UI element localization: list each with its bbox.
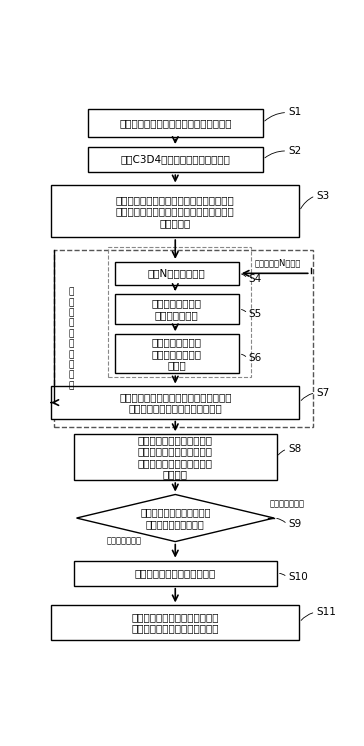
Text: 采用C3D4的网格单元进行网格划分: 采用C3D4的网格单元进行网格划分	[120, 154, 230, 165]
Text: 变形大于预定值: 变形大于预定值	[106, 536, 141, 545]
Text: 得到第一循环次的
轮受力后的机架三
维模型: 得到第一循环次的 轮受力后的机架三 维模型	[152, 337, 202, 370]
Text: 建立数控折弯机机架的理想状态三维模型: 建立数控折弯机机架的理想状态三维模型	[119, 118, 232, 128]
Text: S10: S10	[288, 572, 308, 582]
Text: 启动有限元分析软
件进行受力计算: 启动有限元分析软 件进行受力计算	[152, 298, 202, 320]
FancyBboxPatch shape	[88, 109, 263, 137]
Text: S4: S4	[249, 274, 262, 283]
Text: S8: S8	[288, 444, 301, 454]
Text: S5: S5	[249, 309, 262, 319]
Text: S11: S11	[316, 607, 336, 617]
Text: 将第一循环次的受力后的机架三维模型与
理想状态的三维模型进行尺寸对比: 将第一循环次的受力后的机架三维模型与 理想状态的三维模型进行尺寸对比	[119, 392, 232, 413]
Text: 对比第一循环次的受力部位
尺寸与理想状态的尺寸: 对比第一循环次的受力部位 尺寸与理想状态的尺寸	[140, 507, 210, 529]
FancyBboxPatch shape	[51, 186, 299, 237]
Polygon shape	[76, 495, 274, 542]
FancyBboxPatch shape	[74, 560, 277, 586]
Text: 设定N次受力循环数: 设定N次受力循环数	[148, 269, 206, 278]
Text: S6: S6	[249, 354, 262, 363]
Text: 导出对比状态图以及表格明细: 导出对比状态图以及表格明细	[135, 568, 216, 578]
FancyBboxPatch shape	[74, 434, 277, 480]
FancyBboxPatch shape	[115, 262, 239, 285]
FancyBboxPatch shape	[88, 147, 263, 172]
Text: S7: S7	[316, 388, 329, 398]
FancyBboxPatch shape	[51, 605, 299, 640]
Text: S9: S9	[288, 519, 301, 530]
Text: S3: S3	[316, 191, 329, 201]
Text: S2: S2	[288, 146, 301, 156]
FancyBboxPatch shape	[115, 334, 239, 373]
Text: 变形小于预定值: 变形小于预定值	[270, 500, 305, 509]
Text: S1: S1	[288, 107, 301, 118]
Text: 循
环
模
拟
计
算
机
架
变
形: 循 环 模 拟 计 算 机 架 变 形	[68, 287, 74, 390]
Text: 得出数控机架第一个受力循
环次的受力部位尺寸对比三
维图以及重要部位尺寸数据
表格明细: 得出数控机架第一个受力循 环次的受力部位尺寸对比三 维图以及重要部位尺寸数据 表…	[138, 435, 213, 480]
Text: 在有限元分析软件上，模拟机架在数控折弯
机上的固定连接关系约束，随后设定机架局
部受力约束: 在有限元分析软件上，模拟机架在数控折弯 机上的固定连接关系约束，随后设定机架局 …	[116, 195, 235, 228]
FancyBboxPatch shape	[51, 386, 299, 419]
FancyBboxPatch shape	[115, 294, 239, 324]
Text: 进行后续的N次循环: 进行后续的N次循环	[254, 259, 301, 268]
Text: 根据表格确定机架的刚度以及强
度的极限值，以及机架的变形量: 根据表格确定机架的刚度以及强 度的极限值，以及机架的变形量	[131, 612, 219, 633]
